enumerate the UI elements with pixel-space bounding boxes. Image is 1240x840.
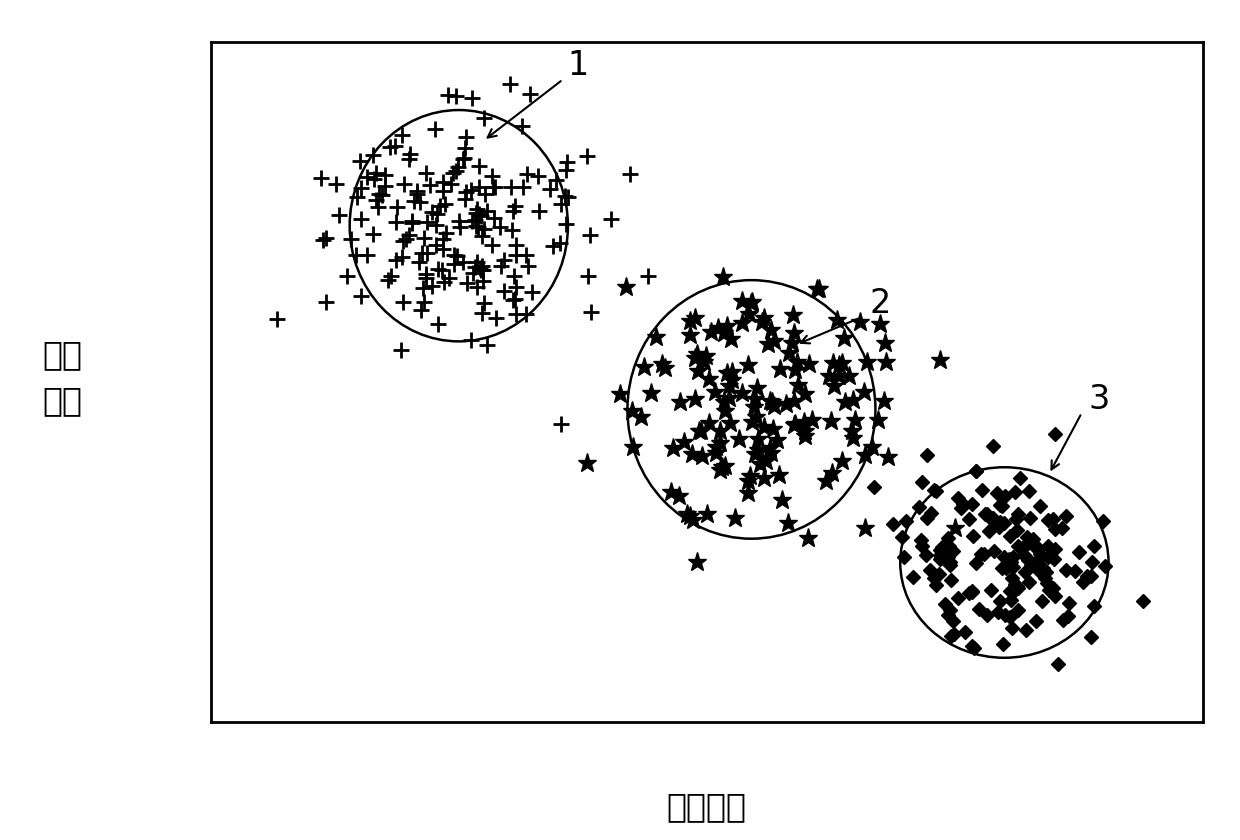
Text: 1: 1 [567,50,589,82]
Text: 2: 2 [869,287,892,320]
Text: 3: 3 [1087,383,1110,416]
Text: 上升时间: 上升时间 [667,790,746,823]
Text: 信号
幅度: 信号 幅度 [42,339,82,417]
